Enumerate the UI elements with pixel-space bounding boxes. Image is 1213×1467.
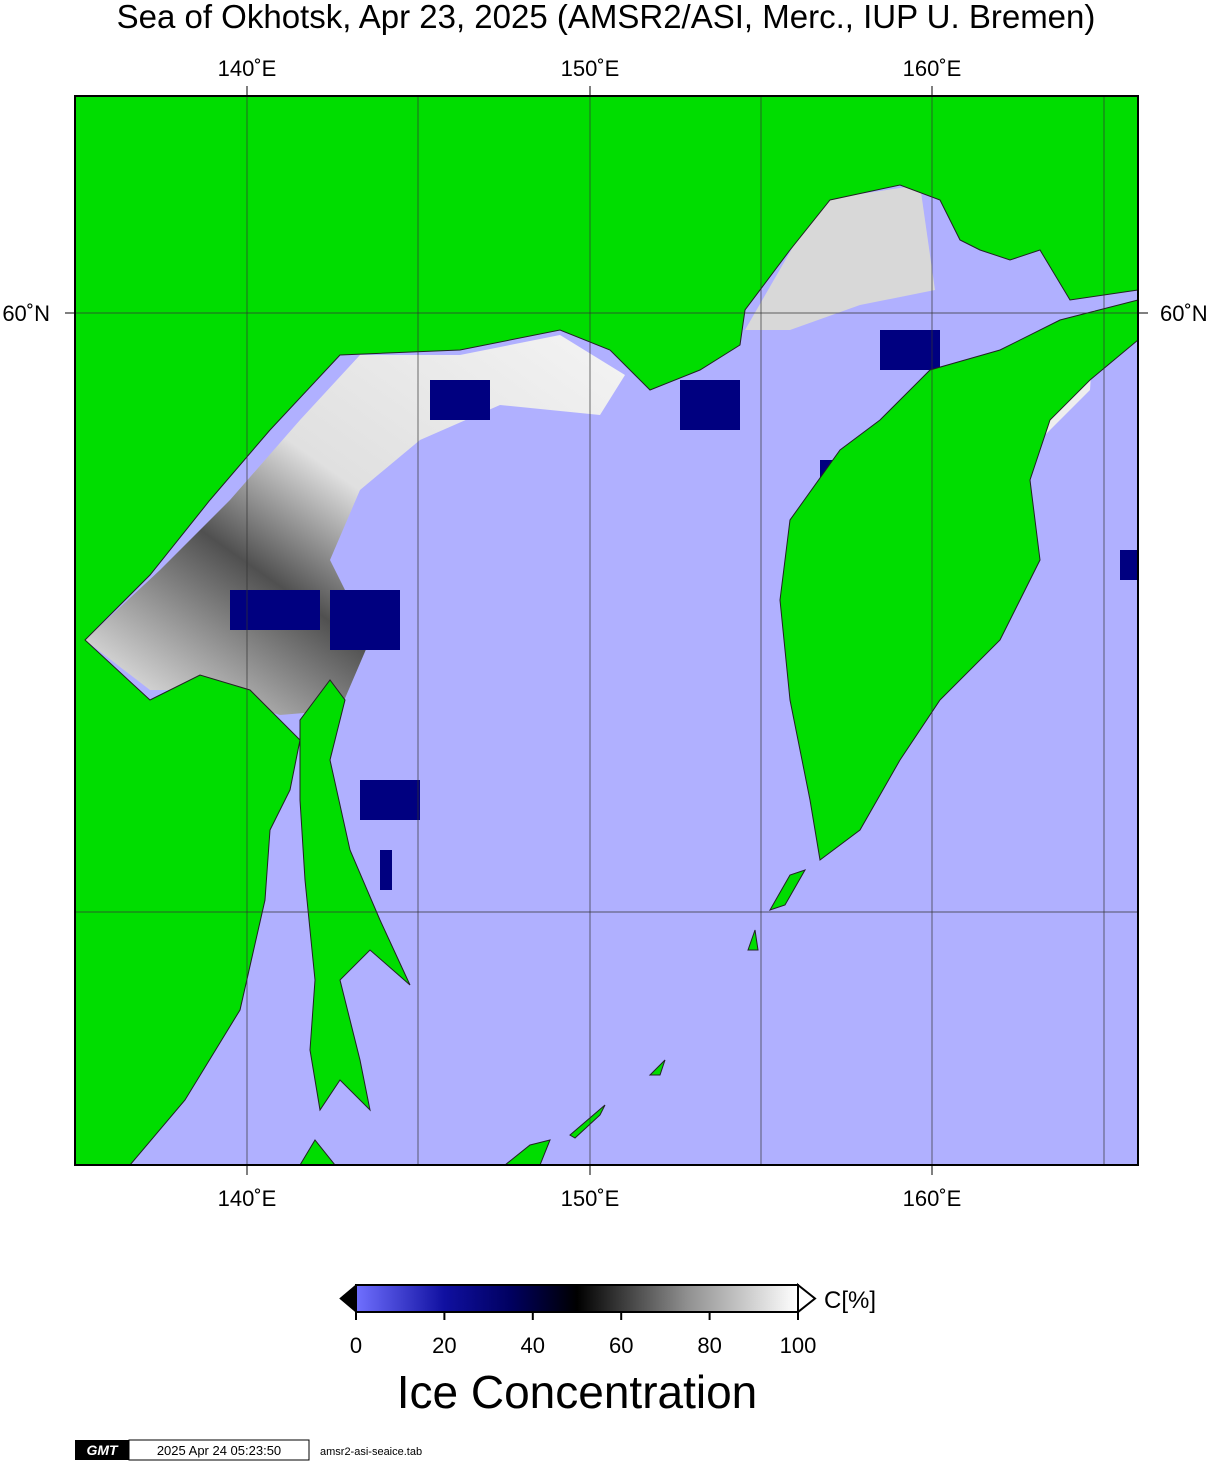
colorbar-unit: C[%]: [824, 1287, 876, 1314]
land-mainland: [75, 96, 1138, 1165]
land-island: [648, 1059, 666, 1076]
map-frame: [74, 95, 1139, 1166]
land-island: [569, 1104, 606, 1139]
land-island: [504, 1139, 551, 1165]
lon-label-top: 160˚E: [903, 56, 962, 81]
map: [75, 96, 1138, 1165]
colorbar-low-arrow: [339, 1283, 357, 1314]
colorbar-tick-label: 100: [780, 1333, 817, 1358]
colorbar-tick-label: 80: [697, 1333, 721, 1358]
ice-northeast: [745, 185, 935, 330]
colorbar-tick-label: 40: [521, 1333, 545, 1358]
land-sakhalin: [299, 679, 411, 1112]
colorbar-tick-label: 60: [609, 1333, 633, 1358]
lat-label-right: 60˚N: [1160, 301, 1208, 326]
logo-box: [75, 1440, 129, 1460]
colorbar-tick-label: 20: [432, 1333, 456, 1358]
logo: GMT: [86, 1442, 119, 1458]
graticule: [75, 96, 1138, 1165]
colorbar-tick-label: 0: [350, 1333, 362, 1358]
colorbar: [355, 1284, 799, 1313]
timestamp: 2025 Apr 24 05:23:50: [157, 1443, 281, 1458]
lon-label-bottom: 160˚E: [903, 1186, 962, 1211]
land-island: [747, 929, 759, 951]
lon-label-top: 150˚E: [561, 56, 620, 81]
lat-label-left: 60˚N: [2, 301, 50, 326]
land-island: [768, 869, 807, 911]
lon-label-bottom: 150˚E: [561, 1186, 620, 1211]
colorbar-high-arrow: [797, 1282, 817, 1315]
lon-label-bottom: 140˚E: [218, 1186, 277, 1211]
land-hokkaido: [299, 1139, 336, 1165]
ice-north: [85, 335, 625, 715]
colorbar-label: Ice Concentration: [397, 1366, 758, 1418]
timestamp-box: [128, 1439, 310, 1461]
land-kamchatka: [779, 299, 1138, 861]
file-name: amsr2-asi-seaice.tab: [320, 1446, 422, 1458]
lon-label-top: 140˚E: [218, 56, 277, 81]
title: Sea of Okhotsk, Apr 23, 2025 (AMSR2/ASI,…: [117, 0, 1096, 35]
